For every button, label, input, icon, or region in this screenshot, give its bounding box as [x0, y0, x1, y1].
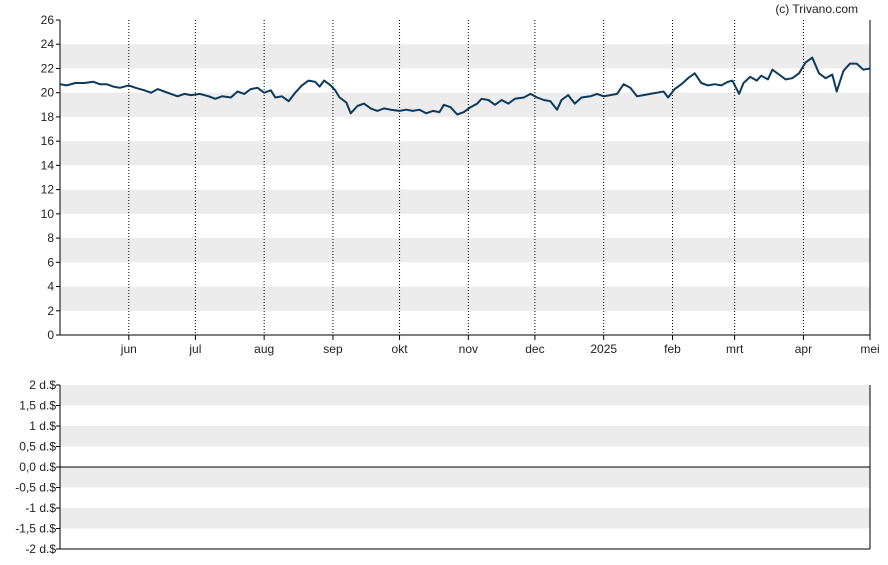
bottom-y-tick-label: -1 d.$	[25, 501, 56, 515]
bottom-y-tick-label: 0,0 d.$	[19, 460, 56, 474]
top-chart-bands	[60, 20, 870, 335]
y-tick-label: 22	[41, 61, 55, 75]
y-tick-label: 16	[41, 134, 55, 148]
top-chart-x-ticks: jun jul aug sep okt nov dec 2025 feb mrt apr mei	[120, 335, 880, 356]
y-tick-label: 20	[41, 86, 55, 100]
y-tick-label: 12	[41, 183, 55, 197]
top-plot-background	[60, 20, 870, 335]
y-tick-label: 14	[41, 158, 55, 172]
top-grid-band	[60, 141, 870, 166]
x-tick-label: mrt	[726, 342, 744, 356]
x-tick-label: 2025	[590, 342, 617, 356]
top-grid-band	[60, 189, 870, 214]
y-tick-label: 2	[47, 304, 54, 318]
y-tick-label: 4	[47, 280, 54, 294]
top-grid-band	[60, 44, 870, 69]
y-tick-label: 26	[41, 13, 55, 27]
x-tick-label: sep	[323, 342, 343, 356]
x-tick-label: apr	[795, 342, 812, 356]
top-grid-band	[60, 286, 870, 311]
bottom-y-tick-label: 1 d.$	[29, 419, 56, 433]
bottom-y-tick-label: -0,5 d.$	[15, 481, 56, 495]
bottom-grid-band	[60, 385, 870, 406]
x-tick-label: dec	[525, 342, 544, 356]
x-tick-label: aug	[254, 342, 274, 356]
price-series-line	[59, 56, 871, 116]
x-tick-label: jul	[188, 342, 201, 356]
x-tick-label: feb	[664, 342, 681, 356]
bottom-grid-band	[60, 426, 870, 447]
bottom-chart-y-ticks: 2 d.$ 1,5 d.$ 1 d.$ 0,5 d.$ 0,0 d.$ -0,5 d.$ -…	[15, 378, 60, 556]
y-tick-label: 24	[41, 37, 55, 51]
bottom-y-tick-label: 1,5 d.$	[19, 399, 56, 413]
y-tick-label: 6	[47, 255, 54, 269]
copyright-watermark: (c) Trivano.com	[775, 2, 858, 16]
bottom-y-tick-label: -1,5 d.$	[15, 522, 56, 536]
y-tick-label: 10	[41, 207, 55, 221]
x-tick-label: mei	[860, 342, 879, 356]
y-tick-label: 8	[47, 231, 54, 245]
top-chart-series-layer	[59, 56, 871, 116]
x-tick-label: nov	[459, 342, 478, 356]
y-tick-label: 18	[41, 110, 55, 124]
bottom-chart-frame	[59, 385, 871, 550]
bottom-y-tick-label: -2 d.$	[25, 542, 56, 556]
bottom-grid-band	[60, 508, 870, 529]
top-grid-band	[60, 92, 870, 117]
bottom-grid-band	[60, 467, 870, 488]
y-tick-label: 0	[47, 328, 54, 342]
x-tick-label: jun	[120, 342, 137, 356]
bottom-y-tick-label: 0,5 d.$	[19, 440, 56, 454]
bottom-y-tick-label: 2 d.$	[29, 378, 56, 392]
x-tick-label: okt	[392, 342, 409, 356]
top-grid-band	[60, 238, 870, 263]
